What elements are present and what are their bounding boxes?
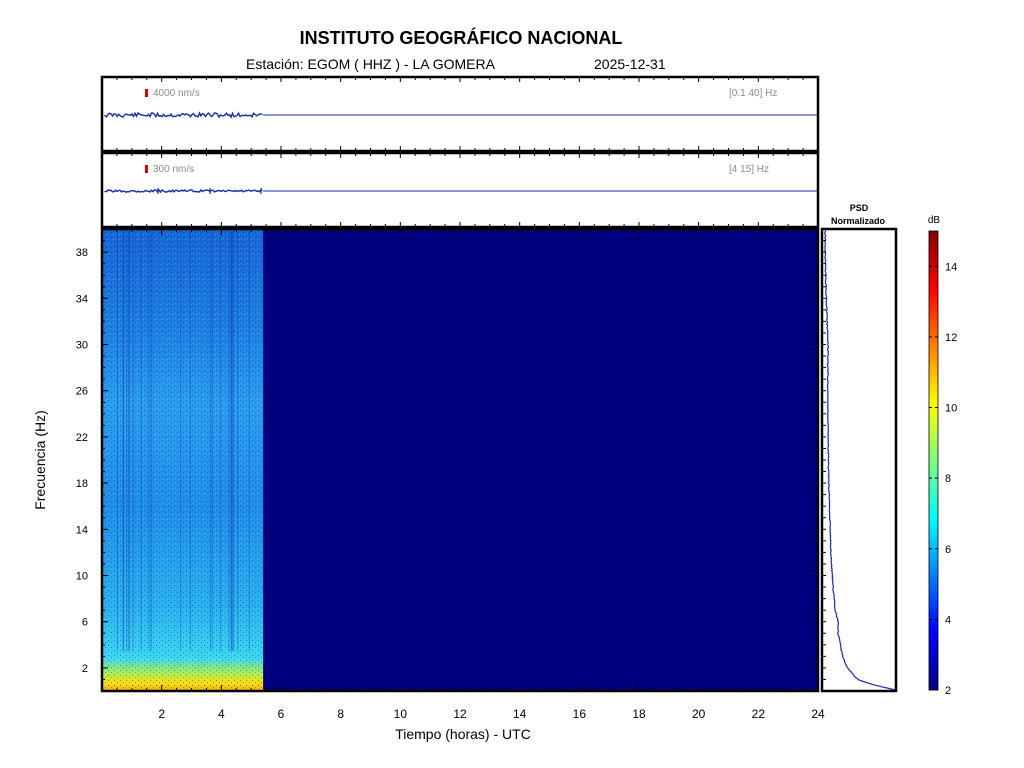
scale-marker [145, 89, 148, 97]
colorbar-tick-label: 4 [945, 614, 951, 626]
x-tick-label: 20 [692, 707, 706, 721]
date-label: 2025-12-31 [594, 56, 666, 72]
x-tick-label: 10 [394, 707, 408, 721]
colorbar-tick-label: 2 [945, 685, 951, 697]
filtered-trace-panel [100, 151, 820, 229]
y-axis-label: Frecuencia (Hz) [32, 410, 48, 510]
colorbar-tick-label: 12 [945, 332, 957, 344]
broadband-trace-panel [100, 75, 820, 153]
scale-marker [145, 165, 148, 173]
colorbar-tick-label: 8 [945, 473, 951, 485]
y-tick-label: 6 [82, 617, 88, 629]
x-tick-label: 16 [573, 707, 587, 721]
y-tick-label: 18 [76, 478, 88, 490]
trace1-filter-label: [0.1 40] Hz [729, 88, 777, 99]
colorbar-tick-label: 6 [945, 544, 951, 556]
x-tick-label: 14 [513, 707, 527, 721]
seismic-trace [104, 111, 263, 119]
y-tick-label: 10 [76, 571, 88, 583]
y-tick-label: 34 [76, 293, 88, 305]
x-axis-label: Tiempo (horas) - UTC [395, 726, 531, 742]
colorbar: 2 4 6 8 10 12 14 [928, 230, 957, 697]
y-tick-label: 2 [82, 663, 88, 675]
trace2-filter-label: [4 15] Hz [729, 164, 769, 175]
chart-title: INSTITUTO GEOGRÁFICO NACIONAL [299, 28, 623, 48]
x-tick-label: 4 [218, 707, 225, 721]
y-tick-label: 30 [76, 340, 88, 352]
psd-title-line2: Normalizado [831, 216, 886, 226]
psd-curve [824, 229, 896, 691]
y-tick-label: 26 [76, 386, 88, 398]
trace1-scale-label: 4000 nm/s [153, 88, 200, 99]
x-tick-label: 12 [453, 707, 467, 721]
x-tick-label: 22 [752, 707, 766, 721]
colorbar-label: dB [928, 215, 941, 226]
seismic-trace [104, 188, 263, 194]
x-tick-label: 6 [278, 707, 285, 721]
psd-title-line1: PSD [850, 203, 869, 213]
spectrogram-noise [103, 230, 264, 690]
x-tick-label: 8 [337, 707, 344, 721]
y-tick-label: 22 [76, 432, 88, 444]
x-tick-label: 18 [632, 707, 646, 721]
y-tick-label: 38 [76, 247, 88, 259]
y-tick-label: 14 [76, 524, 88, 536]
trace2-scale-label: 300 nm/s [153, 164, 194, 175]
x-tick-label: 24 [811, 707, 825, 721]
psd-panel [820, 227, 898, 693]
x-tick-label: 2 [158, 707, 165, 721]
station-label: Estación: EGOM ( HHZ ) - LA GOMERA [246, 56, 495, 72]
colorbar-tick-label: 10 [945, 403, 957, 415]
colorbar-tick-label: 14 [945, 261, 957, 273]
